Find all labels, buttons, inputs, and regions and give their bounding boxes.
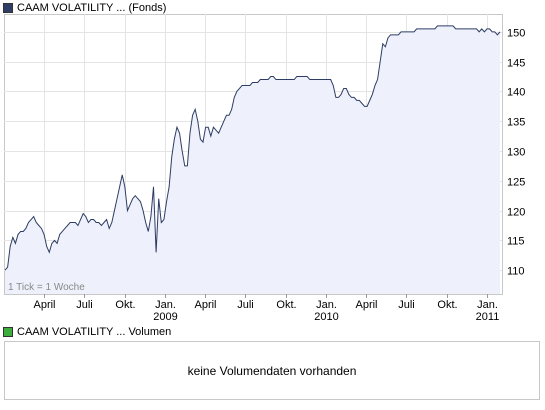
x-tick-label: Okt.: [115, 299, 135, 311]
x-tick-label: Juli: [76, 299, 93, 311]
price-legend: CAAM VOLATILITY ... (Fonds): [3, 1, 166, 15]
y-tick-label: 135: [507, 117, 525, 129]
y-tick-label: 145: [507, 58, 525, 70]
x-tick-label: Okt.: [437, 299, 457, 311]
price-legend-label: CAAM VOLATILITY ... (Fonds): [17, 2, 167, 14]
x-tick-label: Jan.: [477, 299, 498, 311]
y-axis-ticks: 110 115 120 125 130 135 140 145 150: [507, 28, 525, 278]
volume-legend-swatch: [3, 327, 13, 337]
y-tick-label: 115: [507, 236, 525, 248]
x-tick-label: April: [355, 299, 377, 311]
price-area: [5, 25, 500, 294]
x-tick-label: Jan.: [155, 299, 176, 311]
price-chart: 110 115 120 125 130 135 140 145 150 April Juli Okt…: [4, 14, 525, 323]
x-tick-year-label: 2010: [314, 311, 338, 323]
volume-legend-label: CAAM VOLATILITY ... Volumen: [17, 326, 172, 338]
x-tick-year-label: 2009: [153, 311, 177, 323]
x-tick-label: Okt.: [276, 299, 296, 311]
y-tick-label: 130: [507, 147, 525, 159]
x-tick-label: April: [194, 299, 216, 311]
x-tick-label: April: [33, 299, 55, 311]
x-tick-year-label: 2011: [476, 311, 500, 323]
y-tick-label: 150: [507, 28, 525, 40]
volume-panel: keine Volumendaten vorhanden: [4, 341, 540, 400]
price-line: [4, 25, 501, 271]
x-tick-label: Jan.: [316, 299, 337, 311]
y-tick-label: 110: [507, 266, 525, 278]
volume-empty-message: keine Volumendaten vorhanden: [187, 363, 357, 378]
price-legend-swatch: [3, 3, 13, 13]
x-tick-label: Juli: [237, 299, 254, 311]
x-tick-label: Juli: [398, 299, 415, 311]
y-tick-label: 120: [507, 207, 525, 219]
y-tick-label: 140: [507, 87, 525, 99]
tick-interval-note: 1 Tick = 1 Woche: [8, 282, 85, 293]
volume-legend: CAAM VOLATILITY ... Volumen: [3, 325, 171, 339]
y-tick-label: 125: [507, 177, 525, 189]
